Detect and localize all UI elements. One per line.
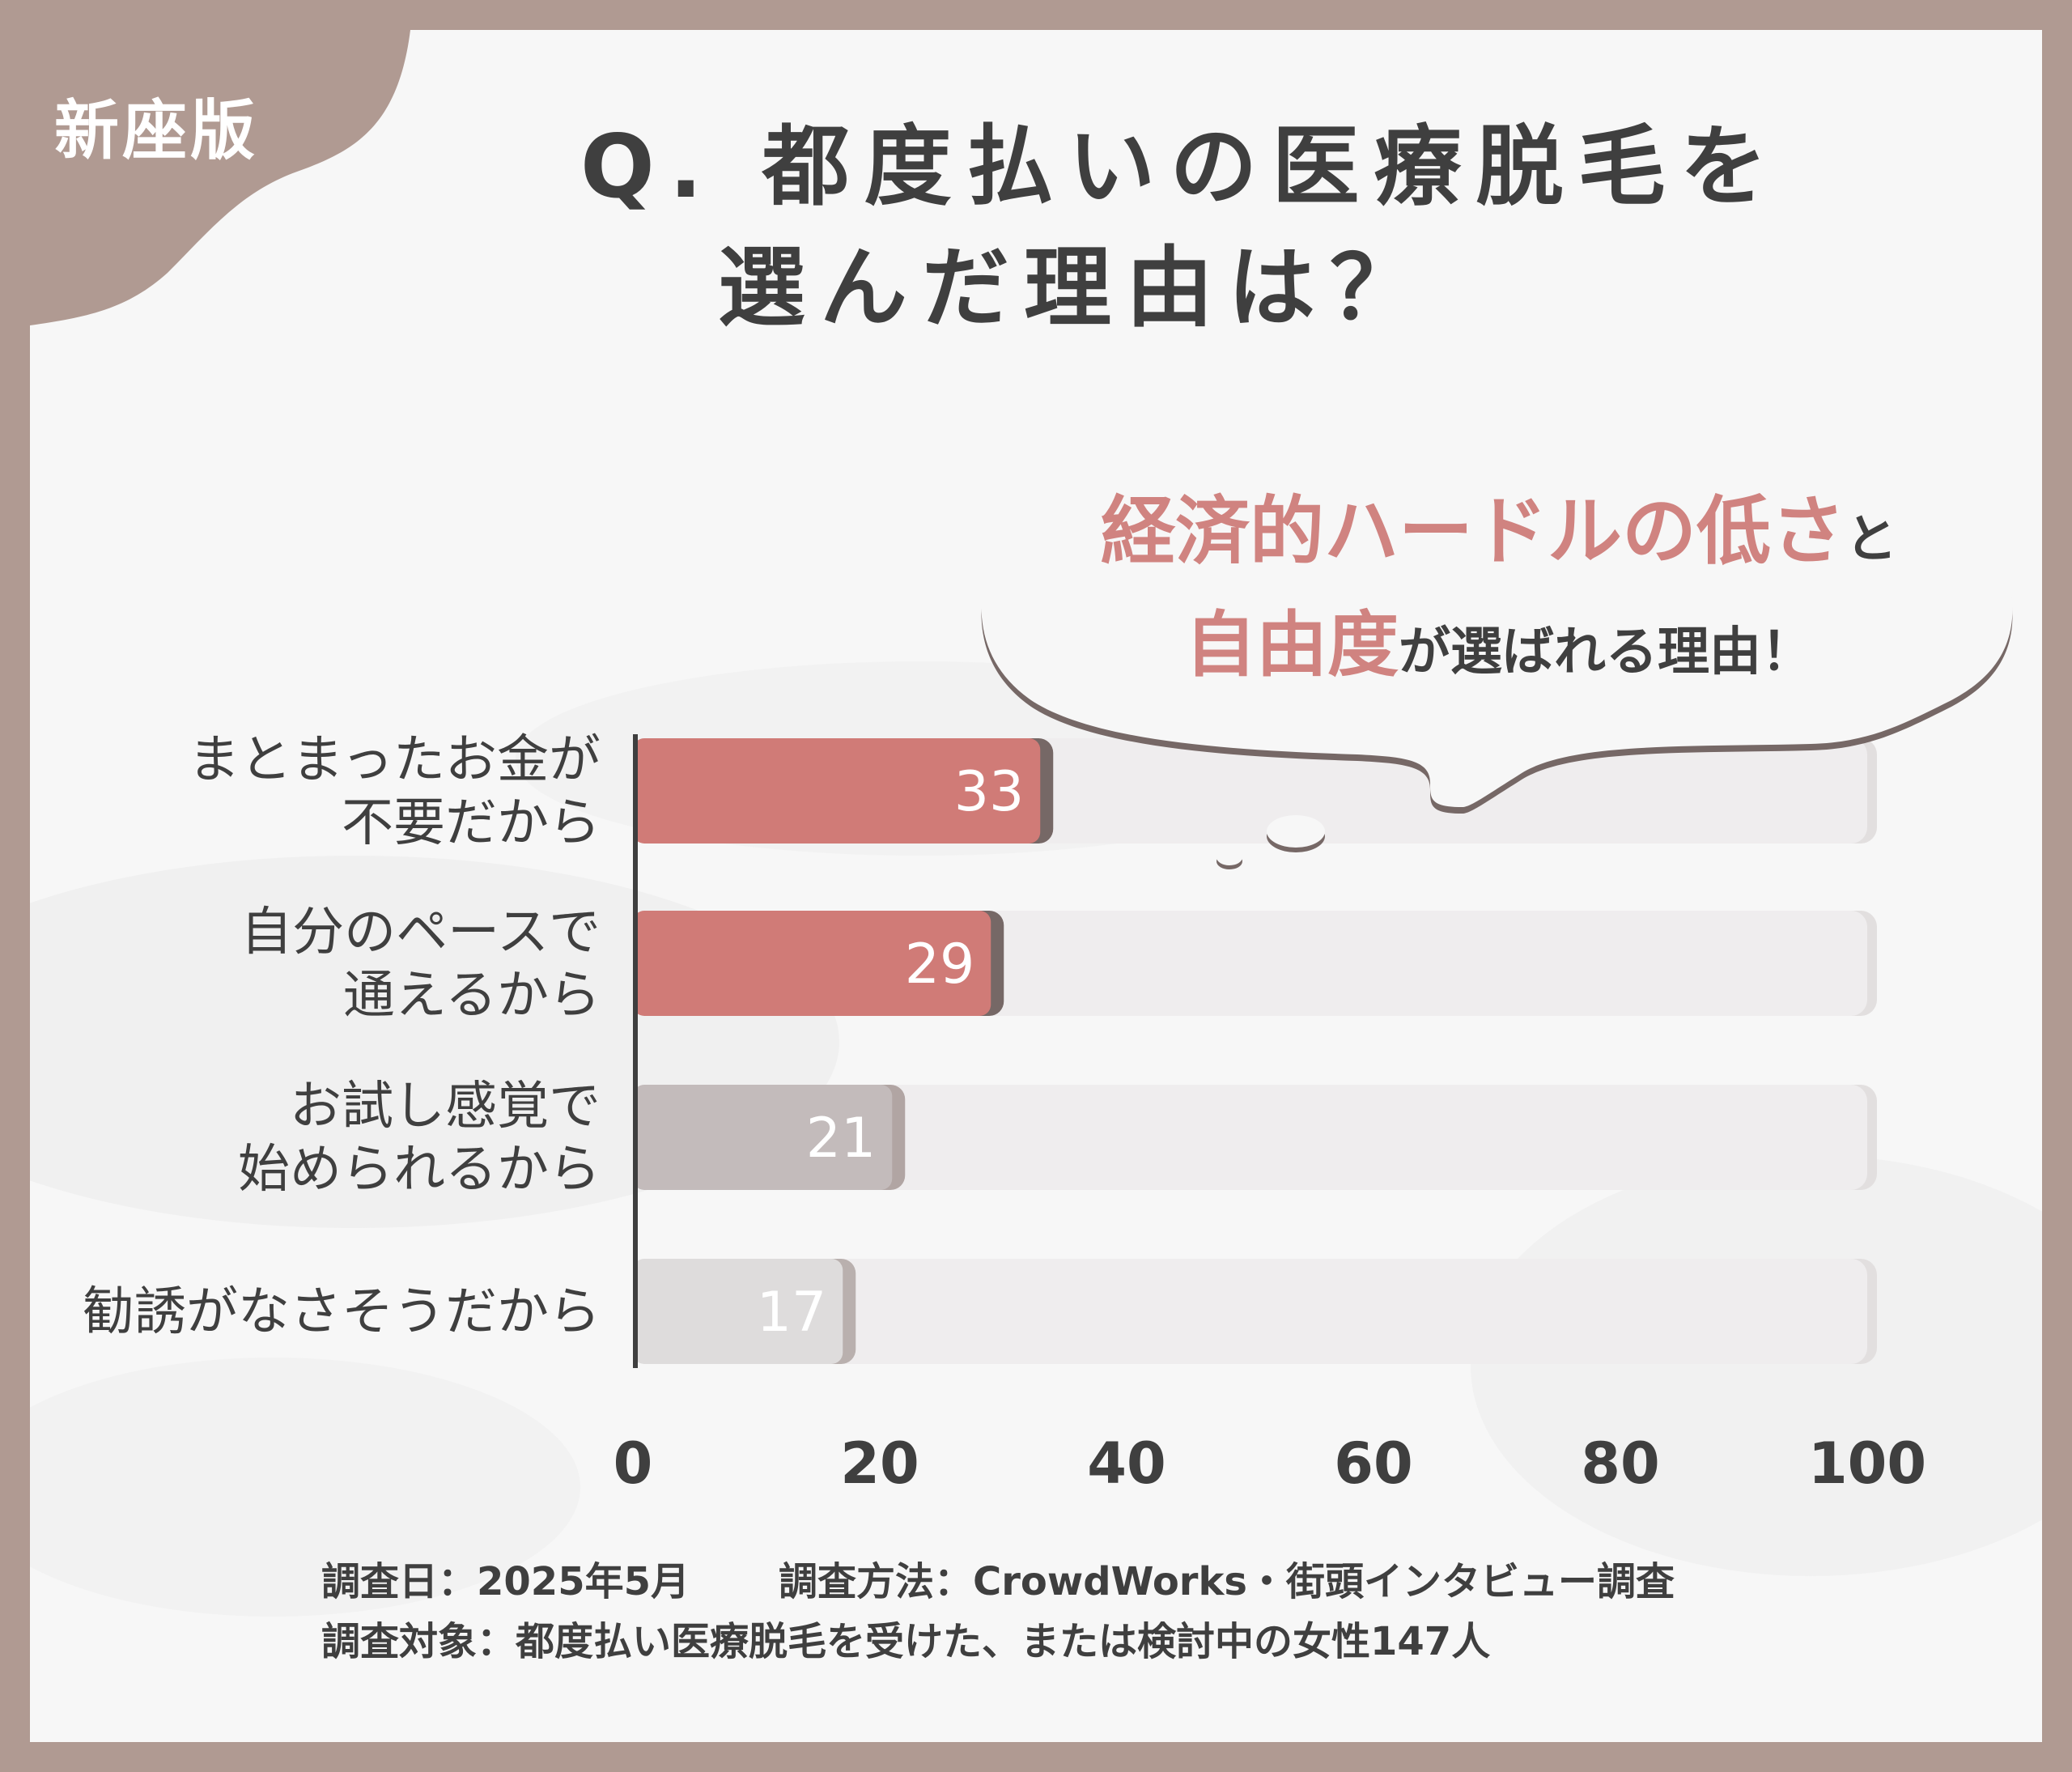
bubble-line-2: 自由度が選ばれる理由！ bbox=[985, 593, 2013, 705]
value-label: 21 bbox=[806, 1107, 877, 1171]
title-line-2: 選んだ理由は？ bbox=[718, 238, 1433, 339]
category-label: お試し感覚で bbox=[290, 1077, 601, 1137]
speech-bubble bbox=[981, 482, 2013, 869]
value-label: 33 bbox=[954, 760, 1025, 824]
category-label: まとまったお金が bbox=[189, 730, 601, 790]
edition-badge: 新座版 bbox=[54, 93, 258, 168]
bubble-line-1: 経済的ハードルの低さと bbox=[985, 479, 2013, 593]
survey-target: 調査対象：都度払い医療脱毛を受けた、または検討中の女性147人 bbox=[321, 1619, 1491, 1664]
bar bbox=[633, 911, 991, 1016]
category-label: 自分のペースで bbox=[240, 903, 601, 962]
category-label: 勧誘がなさそうだから bbox=[83, 1282, 601, 1342]
x-tick-label: 100 bbox=[1808, 1430, 1926, 1497]
card: 新座版 Q. 都度払いの医療脱毛を 選んだ理由は？ 33 まとまったお金が 不要だか… bbox=[30, 30, 2042, 1742]
bar bbox=[633, 1085, 893, 1190]
value-label: 17 bbox=[757, 1281, 827, 1345]
category-label: 始められるから bbox=[238, 1140, 601, 1200]
bar bbox=[633, 738, 1041, 844]
x-tick-label: 0 bbox=[614, 1430, 653, 1497]
corner-tab bbox=[30, 30, 410, 325]
page-title: Q. 都度払いの医療脱毛を 選んだ理由は？ bbox=[580, 107, 2037, 350]
speech-bubble-text: 経済的ハードルの低さと 自由度が選ばれる理由！ bbox=[985, 479, 2013, 705]
bubble-highlight-2: 自由度 bbox=[1184, 603, 1399, 686]
bubble-highlight-1: 経済的ハードルの低さ bbox=[1100, 488, 1845, 575]
x-tick-label: 60 bbox=[1334, 1430, 1412, 1497]
bar bbox=[633, 1259, 843, 1364]
survey-method: 調査方法：CrowdWorks・街頭インタビュー調査 bbox=[779, 1559, 1675, 1604]
bubble-text-1: と bbox=[1845, 510, 1897, 570]
category-label: 通えるから bbox=[343, 966, 601, 1026]
survey-date: 調査日：2025年5月 bbox=[321, 1559, 690, 1604]
survey-notes: 調査日：2025年5月 調査方法：CrowdWorks・街頭インタビュー調査 調査… bbox=[321, 1552, 1940, 1672]
bar-track bbox=[633, 1085, 1867, 1190]
bubble-text-2: が選ばれる理由！ bbox=[1399, 623, 1813, 682]
title-line-1: Q. 都度払いの医療脱毛を bbox=[580, 117, 1782, 218]
x-tick-label: 80 bbox=[1581, 1430, 1659, 1497]
category-label: 不要だから bbox=[342, 793, 601, 853]
x-tick-label: 20 bbox=[840, 1430, 919, 1497]
notes-line-1: 調査日：2025年5月 調査方法：CrowdWorks・街頭インタビュー調査 bbox=[321, 1552, 1940, 1612]
x-tick-label: 40 bbox=[1087, 1430, 1166, 1497]
bar-track bbox=[633, 1259, 1867, 1364]
value-label: 29 bbox=[905, 933, 975, 996]
